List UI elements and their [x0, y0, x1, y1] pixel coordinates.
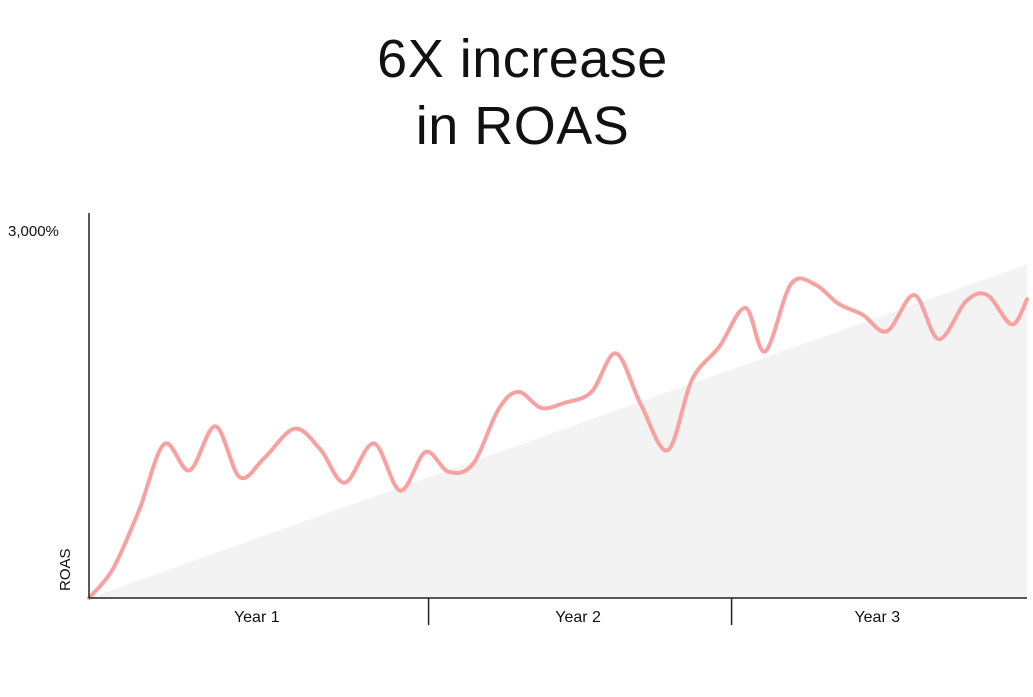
y-tick-label: 3,000%: [8, 223, 59, 240]
x-axis-separators: [427, 598, 733, 625]
x-tick-label: Year 2: [555, 609, 601, 626]
x-axis-labels: Year 1 Year 2 Year 3: [234, 609, 900, 626]
x-tick-label: Year 1: [234, 609, 280, 626]
roas-line: [87, 276, 1029, 600]
chart-title: 6X increase in ROAS: [0, 26, 1033, 160]
x-tick-label: Year 3: [854, 609, 900, 626]
trend-area: [89, 264, 1027, 598]
chart-title-line-1: 6X increase: [377, 29, 668, 89]
y-axis-label: ROAS: [57, 548, 74, 591]
chart-title-line-2: in ROAS: [415, 96, 630, 156]
